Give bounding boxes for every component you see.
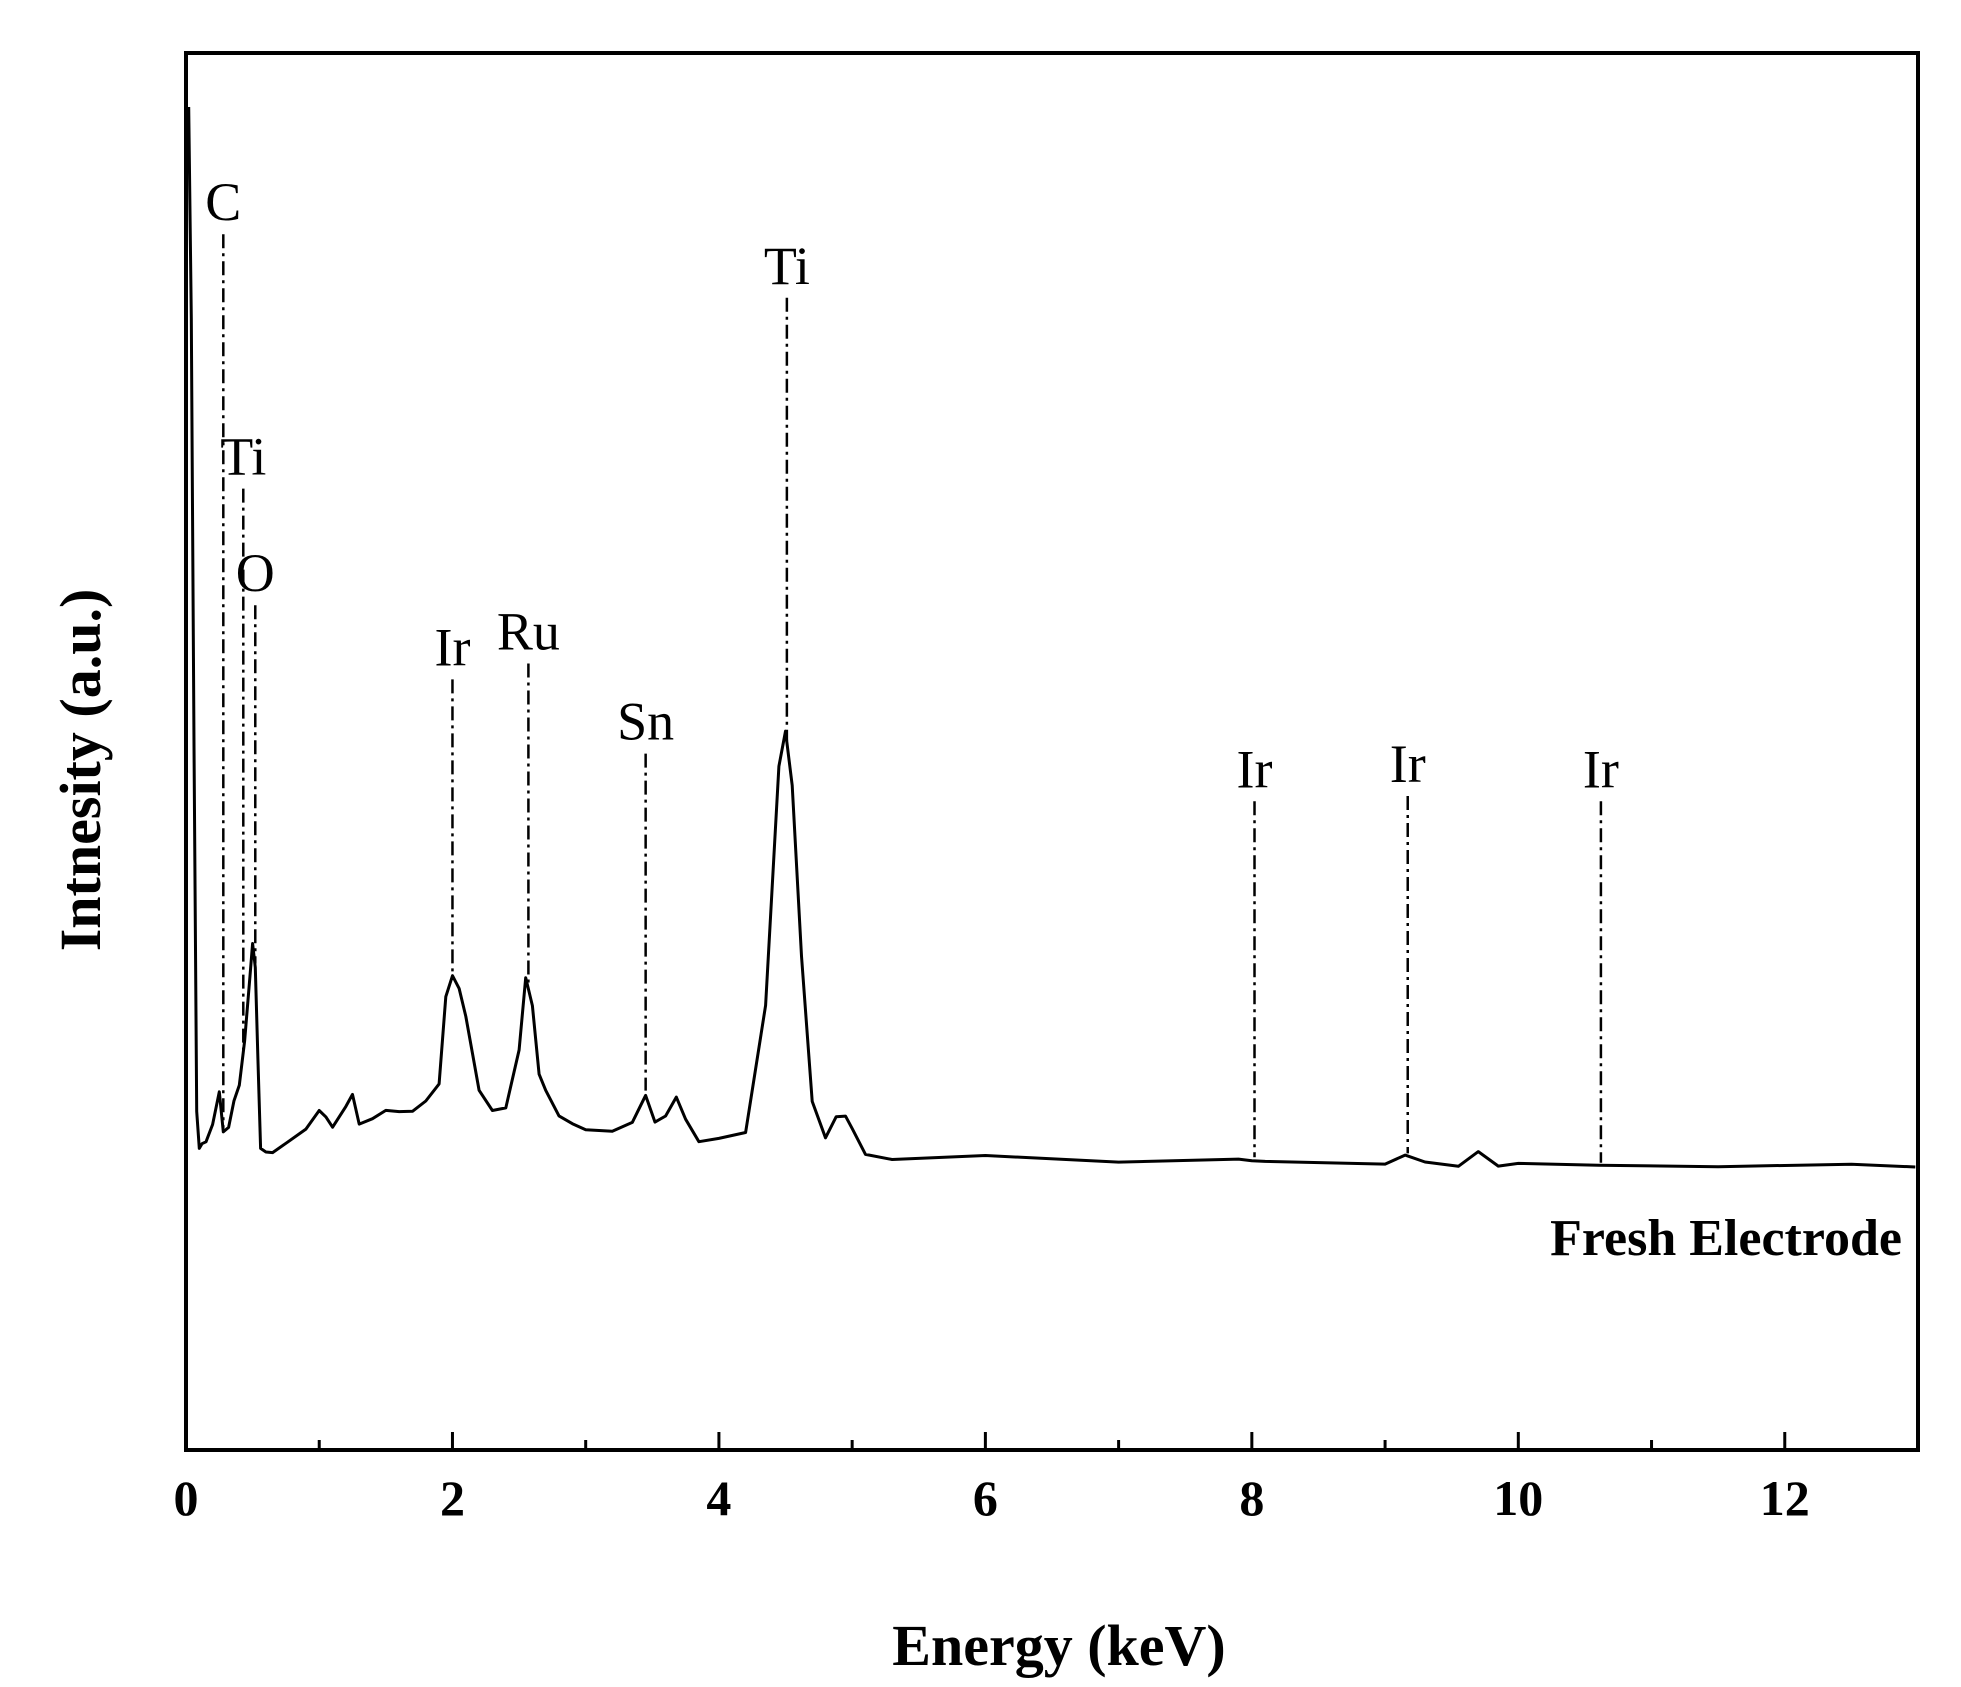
plot-frame xyxy=(184,51,1920,1452)
peak-label-sn: Sn xyxy=(617,692,674,752)
x-axis-title: Energy (keV) xyxy=(892,1613,1225,1678)
x-tick-label: 4 xyxy=(706,1470,731,1526)
peak-label-c: C xyxy=(205,172,241,232)
peak-label-ir: Ir xyxy=(434,617,470,677)
peak-marker-labels: C Ti O Ir Ru Sn Ti Ir Ir Ir xyxy=(205,172,1619,799)
peak-label-ti: Ti xyxy=(764,236,810,296)
series-line-fresh-electrode xyxy=(187,106,1916,1169)
peak-label-ti: Ti xyxy=(220,427,266,487)
peak-marker-lines xyxy=(222,234,1603,1163)
x-tick-label: 6 xyxy=(973,1470,998,1526)
x-axis-tick-labels: 0 2 4 6 8 10 12 xyxy=(174,1470,1810,1526)
peak-label-ir: Ir xyxy=(1390,734,1426,794)
x-tick-label: 10 xyxy=(1493,1470,1543,1526)
peak-label-ru: Ru xyxy=(497,602,560,662)
peak-label-o: O xyxy=(236,543,275,603)
x-tick-label: 8 xyxy=(1239,1470,1264,1526)
x-tick-label: 0 xyxy=(174,1470,199,1526)
y-axis-title: Intnesity (a.u.) xyxy=(48,589,113,952)
series-annotation-fresh-electrode: Fresh Electrode xyxy=(1550,1210,1902,1267)
x-tick-label: 2 xyxy=(440,1470,465,1526)
peak-label-ir: Ir xyxy=(1583,739,1619,799)
x-tick-label: 12 xyxy=(1760,1470,1810,1526)
peak-label-ir: Ir xyxy=(1237,739,1273,799)
x-axis-ticks xyxy=(184,1432,1787,1450)
